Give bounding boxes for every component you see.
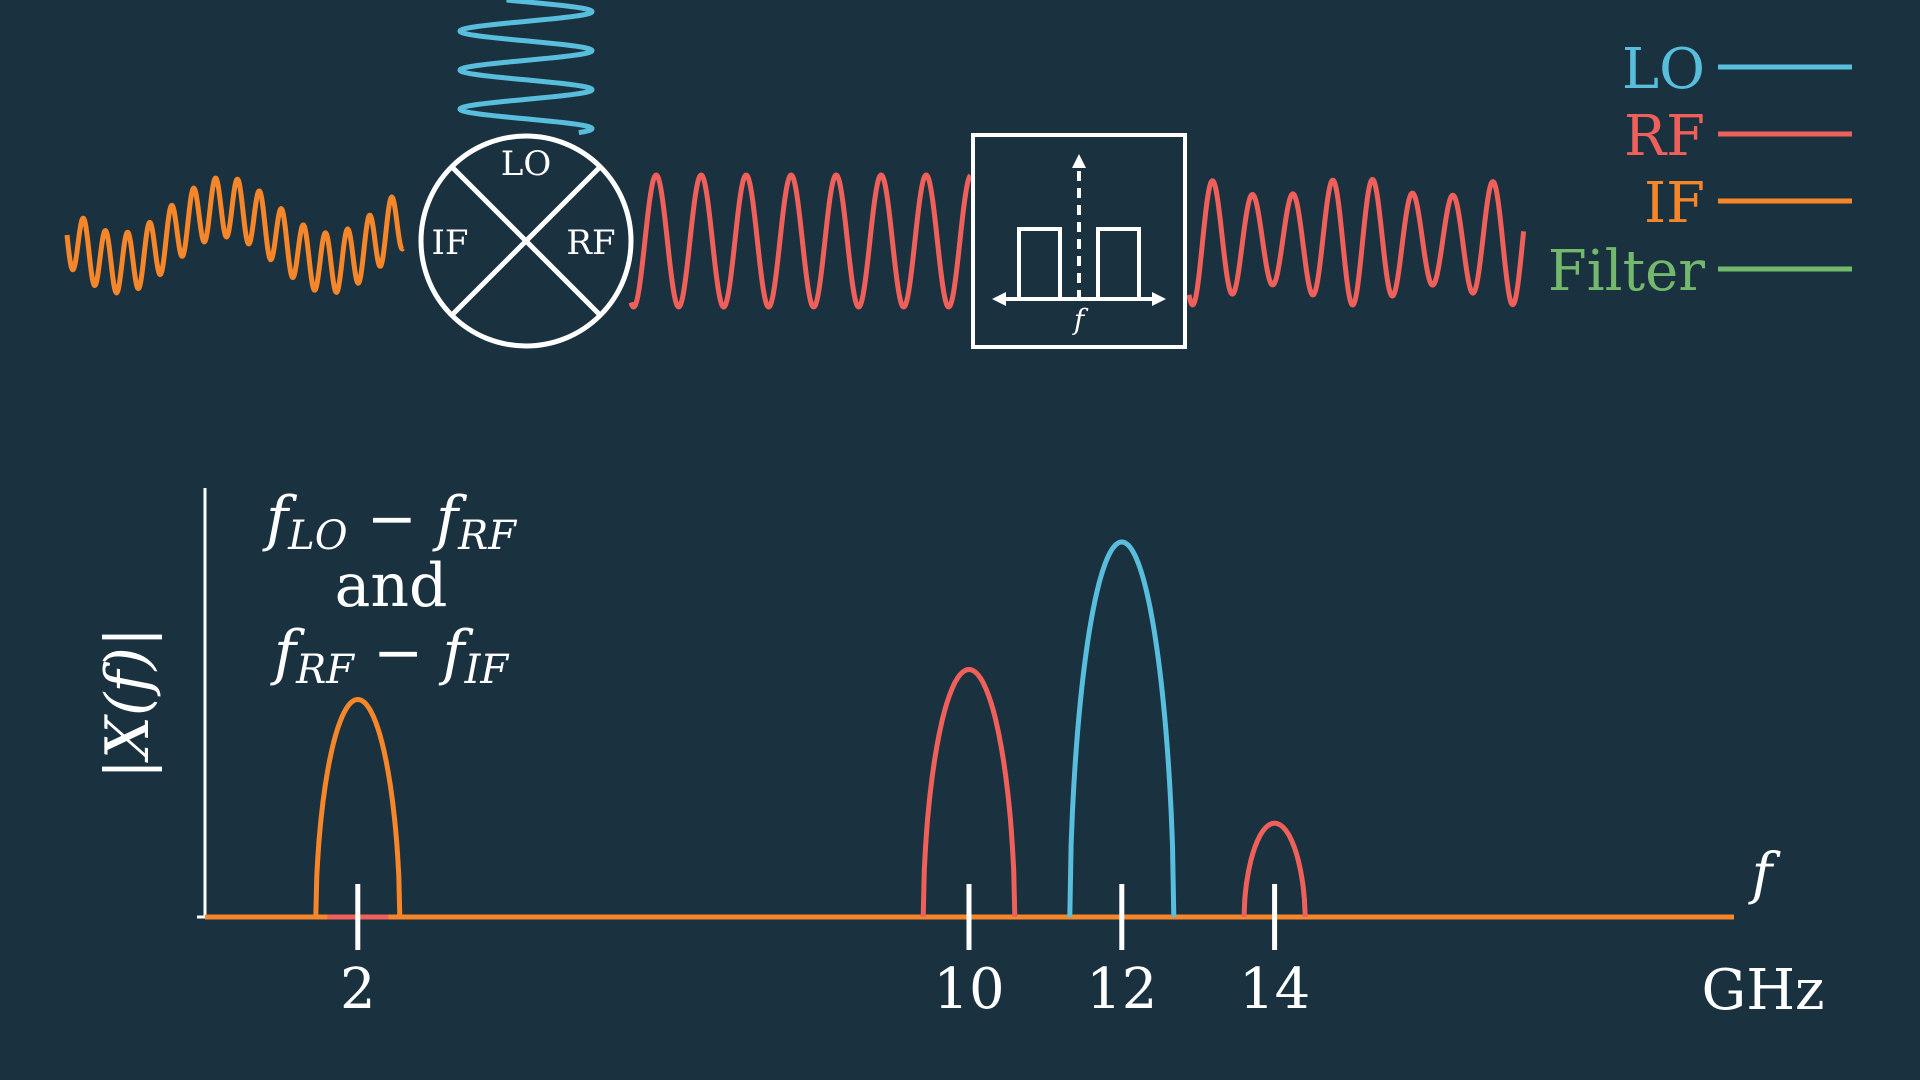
mixer-if-port-label: IF [431, 223, 468, 263]
legend: LO RF IF Filter [1548, 37, 1852, 304]
rf-signal-wave [628, 172, 973, 310]
mixer-rf-port-label: RF [566, 223, 615, 263]
annotation-line-1: fLO − fRF [262, 484, 517, 559]
spectrum-peak-lo-12 [1067, 539, 1177, 918]
x-tick-label: 2 [340, 957, 376, 1022]
spectrum-peak-rf-14 [1241, 820, 1308, 918]
filter-passband-left [1017, 227, 1062, 299]
filter-up-arrow-icon [1072, 154, 1086, 168]
legend-label-filter: Filter [1548, 239, 1705, 304]
y-axis-label: |X(f)| [93, 627, 163, 779]
annotation-line-2: and [335, 551, 448, 621]
x-tick-label: 12 [1086, 957, 1157, 1022]
filter-right-arrow-icon [1152, 292, 1166, 306]
lo-signal-wave [457, 0, 595, 136]
legend-label-if: IF [1644, 171, 1705, 236]
filter-box [971, 133, 1187, 349]
spectrum-plot: |X(f)| f GHz 2 10 12 14 [93, 488, 1825, 1023]
legend-label-rf: RF [1624, 104, 1705, 169]
x-axis-unit-label: GHz [1701, 958, 1824, 1023]
if-signal-wave [64, 175, 405, 296]
x-axis-label: f [1748, 842, 1782, 907]
filter-block: f [971, 133, 1187, 349]
mixer-symbol: LO IF RF [418, 133, 634, 349]
filtered-output-wave [1186, 176, 1527, 308]
filter-passband-right [1096, 227, 1141, 299]
x-tick-label: 14 [1239, 957, 1310, 1022]
legend-label-lo: LO [1622, 37, 1705, 102]
spectrum-peak-if-2 [313, 696, 403, 918]
mixer-lo-port-label: LO [501, 144, 551, 184]
mixer-cross-line [450, 165, 602, 317]
filter-left-arrow-icon [992, 292, 1006, 306]
spectrum-peak-rf-10 [920, 666, 1018, 918]
annotation-line-3: fRF − fIF [270, 618, 510, 693]
x-tick-label: 10 [933, 957, 1004, 1022]
annotation: fLO − fRF and fRF − fIF [262, 484, 517, 693]
